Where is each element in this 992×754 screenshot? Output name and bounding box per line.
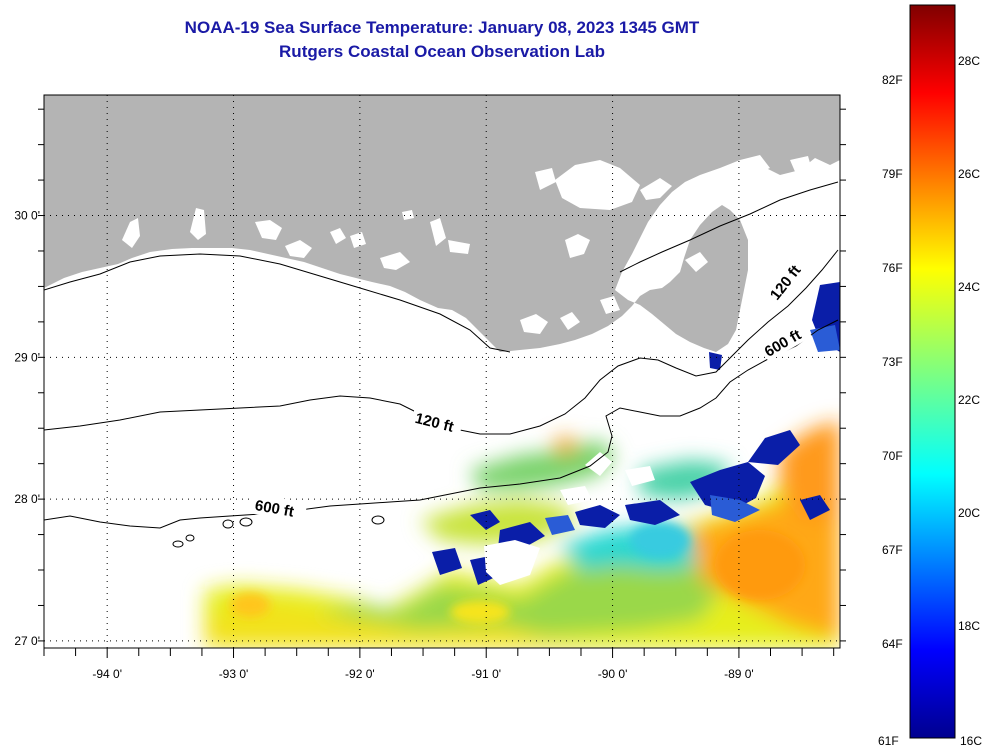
longitude-tick-label: -91 0' bbox=[471, 667, 501, 681]
map-frame bbox=[43, 94, 841, 649]
latitude-tick-label: 29 0' bbox=[14, 350, 40, 364]
longitude-labels: -94 0' -93 0' -92 0' -91 0' -90 0' -89 0' bbox=[92, 667, 753, 681]
longitude-tick-label: -94 0' bbox=[92, 667, 122, 681]
colorbar-fahrenheit-labels: 82F 79F 76F 73F 70F 67F 64F 61F bbox=[878, 73, 903, 748]
latitude-tick-label: 28 0' bbox=[14, 492, 40, 506]
colorbar-gradient bbox=[909, 4, 956, 739]
latitude-labels: 30 0' 29 0' 28 0' 27 0' bbox=[14, 209, 40, 648]
c-label: 24C bbox=[958, 280, 980, 294]
bathymetry-contours bbox=[44, 181, 839, 548]
map-subtitle: Rutgers Coastal Ocean Observation Lab bbox=[279, 42, 605, 61]
c-label: 22C bbox=[958, 393, 980, 407]
f-label: 82F bbox=[882, 73, 903, 87]
f-label: 76F bbox=[882, 261, 903, 275]
sst-data-layer bbox=[205, 282, 840, 648]
latitude-tick-label: 30 0' bbox=[14, 209, 40, 223]
longitude-tick-label: -92 0' bbox=[345, 667, 375, 681]
c-label: 18C bbox=[958, 619, 980, 633]
f-label: 67F bbox=[882, 543, 903, 557]
latitude-tick-label: 27 0' bbox=[14, 634, 40, 648]
f-label: 61F bbox=[878, 734, 899, 748]
c-label: 28C bbox=[958, 54, 980, 68]
axis-ticks bbox=[38, 108, 846, 658]
f-label: 64F bbox=[882, 637, 903, 651]
c-label: 16C bbox=[960, 734, 982, 748]
longitude-tick-label: -90 0' bbox=[598, 667, 628, 681]
graticule bbox=[44, 95, 840, 648]
f-label: 70F bbox=[882, 449, 903, 463]
longitude-tick-label: -89 0' bbox=[724, 667, 754, 681]
colorbar-celsius-labels: 28C 26C 24C 22C 20C 18C 16C bbox=[958, 54, 982, 748]
c-label: 20C bbox=[958, 506, 980, 520]
contour-label-600ft-west: 600 ft bbox=[254, 497, 296, 521]
map-title: NOAA-19 Sea Surface Temperature: January… bbox=[184, 18, 700, 37]
c-label: 26C bbox=[958, 167, 980, 181]
f-label: 73F bbox=[882, 355, 903, 369]
longitude-tick-label: -93 0' bbox=[219, 667, 249, 681]
f-label: 79F bbox=[882, 167, 903, 181]
